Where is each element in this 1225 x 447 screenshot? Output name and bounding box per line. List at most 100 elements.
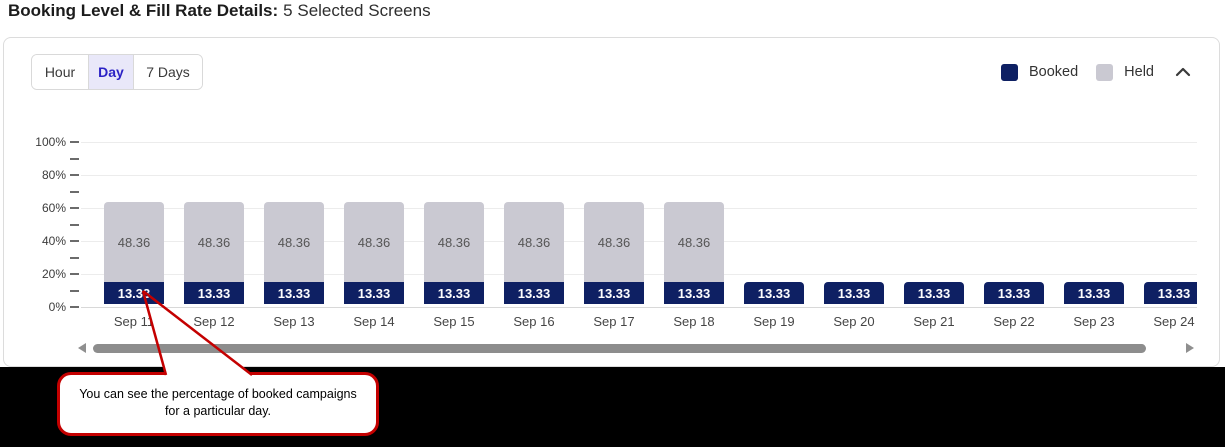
bar-booked-sep-17[interactable]: 13.33	[584, 282, 644, 304]
x-axis-label: Sep 23	[1073, 314, 1115, 329]
x-axis-label: Sep 14	[353, 314, 395, 329]
scrollbar-left-arrow-icon[interactable]	[78, 343, 86, 353]
bar-value-label: 13.33	[837, 285, 871, 301]
bar-value-label: 13.33	[1077, 285, 1111, 301]
y-axis-label: 100%	[35, 135, 66, 149]
bar-booked-sep-20[interactable]: 13.33	[824, 282, 884, 304]
y-axis-label: 40%	[41, 234, 66, 248]
booking-details-panel: Hour Day 7 Days Booked Held 0% 20% 40% 60% 8…	[3, 37, 1220, 367]
bar-booked-sep-11[interactable]: 13.33	[104, 282, 164, 304]
bar-held-sep-15[interactable]: 48.36	[424, 202, 484, 282]
y-axis-major-tick	[70, 306, 79, 308]
bar-held-sep-18[interactable]: 48.36	[664, 202, 724, 282]
bar-value-label: 48.36	[677, 234, 711, 250]
bar-value-label: 48.36	[117, 234, 151, 250]
y-axis-minor-tick	[70, 223, 79, 226]
x-axis-label: Sep 12	[193, 314, 235, 329]
y-axis-major-tick	[70, 141, 79, 143]
bar-value-label: 13.33	[517, 285, 551, 301]
bar-value-label: 13.33	[757, 285, 791, 301]
x-axis-label: Sep 13	[273, 314, 315, 329]
page-title: Booking Level & Fill Rate Details: 5 Sele…	[8, 1, 431, 21]
callout-text-line2: for a particular day.	[164, 404, 272, 418]
bar-booked-sep-12[interactable]: 13.33	[184, 282, 244, 304]
bar-booked-sep-18[interactable]: 13.33	[664, 282, 724, 304]
bar-booked-sep-13[interactable]: 13.33	[264, 282, 324, 304]
legend-item-booked: Booked	[1000, 63, 1079, 81]
y-axis-major-tick	[70, 273, 79, 275]
legend-label-held: Held	[1124, 64, 1154, 80]
bar-value-label: 48.36	[277, 234, 311, 250]
y-axis-major-tick	[70, 207, 79, 209]
bar-booked-sep-15[interactable]: 13.33	[424, 282, 484, 304]
callout-tooltip: You can see the percentage of booked cam…	[57, 372, 379, 436]
y-axis-label: 0%	[48, 300, 66, 314]
gridline	[81, 142, 1197, 143]
y-axis-minor-tick	[70, 190, 79, 193]
collapse-panel-button[interactable]	[1172, 63, 1194, 81]
bar-value-label: 13.33	[677, 285, 711, 301]
x-axis-label: Sep 19	[753, 314, 795, 329]
bar-value-label: 13.33	[357, 285, 391, 301]
y-axis-minor-tick	[70, 157, 79, 160]
x-axis-label: Sep 16	[513, 314, 555, 329]
bar-value-label: 13.33	[437, 285, 471, 301]
bar-booked-sep-16[interactable]: 13.33	[504, 282, 564, 304]
bar-held-sep-11[interactable]: 48.36	[104, 202, 164, 282]
bar-booked-sep-14[interactable]: 13.33	[344, 282, 404, 304]
tab-7-days[interactable]: 7 Days	[134, 55, 202, 89]
page-title-bold: Booking Level & Fill Rate Details:	[8, 1, 279, 20]
tab-day[interactable]: Day	[88, 55, 134, 89]
scrollbar-thumb[interactable]	[93, 344, 1146, 353]
chart-legend: Booked Held	[1000, 63, 1194, 81]
y-axis-label: 20%	[41, 267, 66, 281]
legend-item-held: Held	[1096, 63, 1154, 81]
callout-text-line1: You can see the percentage of booked cam…	[79, 387, 357, 401]
scrollbar-right-arrow-icon[interactable]	[1186, 343, 1194, 353]
x-axis-label: Sep 22	[993, 314, 1035, 329]
y-axis-label: 60%	[41, 201, 66, 215]
bar-value-label: 48.36	[437, 234, 471, 250]
y-axis-label: 80%	[41, 168, 66, 182]
bar-value-label: 48.36	[197, 234, 231, 250]
bar-value-label: 48.36	[597, 234, 631, 250]
tab-hour[interactable]: Hour	[32, 55, 88, 89]
x-axis-label: Sep 21	[913, 314, 955, 329]
bar-value-label: 13.33	[917, 285, 951, 301]
held-swatch-icon	[1096, 63, 1114, 81]
gridline	[81, 175, 1197, 176]
bar-booked-sep-23[interactable]: 13.33	[1064, 282, 1124, 304]
booking-bar-chart: 0% 20% 40% 60% 80% 100% 48.36 13.33 48.36 13.33 48…	[4, 38, 1221, 368]
bar-held-sep-12[interactable]: 48.36	[184, 202, 244, 282]
x-axis-label: Sep 11	[113, 314, 155, 329]
bars-area: 48.36 13.33 48.36 13.33 48.36 13.33 48.36 13.33…	[81, 38, 1197, 368]
bar-held-sep-14[interactable]: 48.36	[344, 202, 404, 282]
bar-booked-sep-19[interactable]: 13.33	[744, 282, 804, 304]
bar-booked-sep-24[interactable]: 13.33	[1144, 282, 1197, 304]
bar-value-label: 48.36	[357, 234, 391, 250]
bar-booked-sep-21[interactable]: 13.33	[904, 282, 964, 304]
gridline	[81, 307, 1197, 308]
bar-value-label: 13.33	[997, 285, 1031, 301]
y-axis-minor-tick	[70, 289, 79, 292]
legend-label-booked: Booked	[1028, 64, 1079, 80]
x-axis-label: Sep 18	[673, 314, 715, 329]
y-axis-major-tick	[70, 240, 79, 242]
bar-held-sep-17[interactable]: 48.36	[584, 202, 644, 282]
time-range-tab-group: Hour Day 7 Days	[31, 54, 203, 90]
booked-swatch-icon	[1000, 63, 1018, 81]
x-axis-label: Sep 24	[1153, 314, 1195, 329]
bar-value-label: 13.33	[197, 285, 231, 301]
x-axis-label: Sep 17	[593, 314, 635, 329]
bar-held-sep-16[interactable]: 48.36	[504, 202, 564, 282]
bar-value-label: 48.36	[517, 234, 551, 250]
x-axis-label: Sep 15	[433, 314, 475, 329]
bar-booked-sep-22[interactable]: 13.33	[984, 282, 1044, 304]
y-axis-major-tick	[70, 174, 79, 176]
page-title-regular: 5 Selected Screens	[283, 1, 431, 20]
bar-value-label: 13.33	[1157, 285, 1191, 301]
bar-held-sep-13[interactable]: 48.36	[264, 202, 324, 282]
bar-value-label: 13.33	[277, 285, 311, 301]
bar-value-label: 13.33	[117, 285, 151, 301]
chevron-up-icon	[1175, 67, 1191, 77]
